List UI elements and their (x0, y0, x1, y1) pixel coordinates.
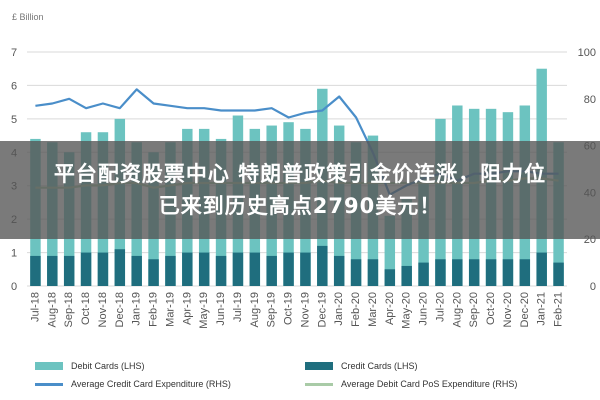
credit-bar (384, 269, 396, 286)
x-tick-label: Nov-18 (97, 292, 109, 327)
credit-bar (47, 255, 58, 286)
legend-swatch-credit (305, 362, 333, 370)
credit-bars (30, 245, 564, 286)
x-tick-label: Feb-19 (148, 292, 160, 327)
credit-bar (30, 255, 41, 286)
legend-label-credit: Credit Cards (LHS) (341, 361, 418, 371)
legend-item-avg-debit: Average Debit Card PoS Expenditure (RHS) (305, 379, 575, 389)
right-tick-label: 80 (584, 94, 596, 106)
x-tick-label: Jul-20 (434, 292, 446, 322)
credit-bar (148, 259, 159, 286)
legend-label-debit: Debit Cards (LHS) (71, 361, 145, 371)
x-tick-label: Jan-19 (131, 292, 143, 326)
x-tick-label: Jan-21 (536, 292, 548, 326)
x-tick-label: Nov-20 (502, 292, 514, 327)
left-tick-label: 5 (11, 114, 17, 126)
x-tick-label: Dec-18 (114, 292, 126, 327)
left-tick-label: 6 (11, 80, 17, 92)
x-tick-label: Oct-20 (485, 292, 497, 325)
debit-bar (384, 215, 396, 286)
credit-bar (502, 259, 514, 286)
x-tick-label: Oct-18 (80, 292, 92, 325)
left-tick-label: 7 (11, 47, 17, 59)
legend-label-avg-credit: Average Credit Card Expenditure (RHS) (71, 379, 231, 389)
x-tick-label: Feb-21 (553, 292, 565, 327)
credit-bar (232, 252, 244, 286)
credit-bar (536, 252, 547, 286)
legend-label-avg-debit: Average Debit Card PoS Expenditure (RHS) (341, 379, 518, 389)
legend-swatch-debit (35, 362, 63, 370)
credit-bar (165, 255, 176, 286)
credit-bar (519, 259, 531, 286)
credit-bar (283, 252, 294, 286)
x-tick-label: Mar-19 (164, 292, 176, 327)
x-tick-label: Apr-19 (181, 292, 193, 325)
x-tick-label: Apr-20 (384, 292, 396, 325)
x-tick-label: Aug-18 (46, 292, 58, 327)
headline-line-1: 平台配资股票中心 特朗普政策引金价连涨，阻力位 (53, 162, 547, 186)
x-tick-label: Jul-18 (29, 292, 41, 322)
right-tick-label: 0 (590, 281, 596, 293)
credit-bar (300, 252, 311, 286)
x-tick-label: Jan-20 (333, 292, 345, 326)
credit-bar (367, 259, 379, 286)
legend-swatch-avg-debit (305, 382, 333, 386)
left-tick-label: 1 (11, 248, 17, 260)
x-tick-label: Jul-19 (232, 292, 244, 322)
x-tick-label: Jun-20 (418, 292, 430, 326)
credit-bar (249, 252, 261, 286)
credit-bar (63, 255, 75, 286)
x-tick-label: May-19 (198, 292, 210, 329)
credit-bar (266, 255, 277, 286)
credit-bar (435, 259, 446, 286)
x-tick-label: Nov-19 (299, 292, 311, 327)
legend-item-avg-credit: Average Credit Card Expenditure (RHS) (35, 379, 305, 389)
credit-bar (333, 255, 345, 286)
x-tick-label: Dec-19 (316, 292, 328, 327)
credit-bar (468, 259, 480, 286)
x-tick-label: Sep-19 (266, 292, 278, 327)
credit-bar (485, 259, 497, 286)
credit-bar (553, 262, 564, 286)
credit-bar (198, 252, 210, 286)
headline-banner[interactable]: 平台配资股票中心 特朗普政策引金价连涨，阻力位 已来到历史高点2790美元！ (0, 141, 600, 239)
credit-bar (114, 249, 126, 286)
x-tick-label: Aug-20 (451, 292, 463, 327)
x-tick-label: Aug-19 (249, 292, 261, 327)
x-axis-ticks: Jul-18 Aug-18 Sep-18 Oct-18 Nov-18 Dec-18 Jan-… (29, 292, 564, 329)
credit-bar (215, 255, 227, 286)
credit-bar (350, 259, 362, 286)
legend-swatch-avg-credit (35, 382, 63, 386)
credit-bar (97, 252, 109, 286)
credit-bar (80, 252, 92, 286)
debit-bar (401, 199, 412, 286)
x-tick-label: Feb-20 (350, 292, 362, 327)
credit-bar (401, 265, 412, 286)
legend-item-debit: Debit Cards (LHS) (35, 361, 305, 371)
unit-label: £ Billion (12, 12, 44, 22)
credit-bar (418, 262, 429, 286)
headline-line-2: 已来到历史高点2790美元！ (158, 194, 442, 218)
x-tick-label: Dec-20 (519, 292, 531, 327)
legend: Debit Cards (LHS) Credit Cards (LHS) Ave… (35, 357, 575, 393)
x-tick-label: Mar-20 (367, 292, 379, 327)
right-tick-label: 100 (578, 47, 596, 59)
credit-bar (182, 252, 193, 286)
x-tick-label: Sep-18 (63, 292, 75, 327)
x-tick-label: May-20 (401, 292, 413, 329)
credit-bar (317, 245, 328, 286)
x-tick-label: Oct-19 (283, 292, 295, 325)
x-tick-label: Jun-19 (215, 292, 227, 326)
legend-item-credit: Credit Cards (LHS) (305, 361, 575, 371)
credit-bar (131, 255, 142, 286)
x-tick-label: Sep-20 (468, 292, 480, 327)
credit-bar (452, 259, 463, 286)
left-tick-label: 0 (11, 281, 17, 293)
